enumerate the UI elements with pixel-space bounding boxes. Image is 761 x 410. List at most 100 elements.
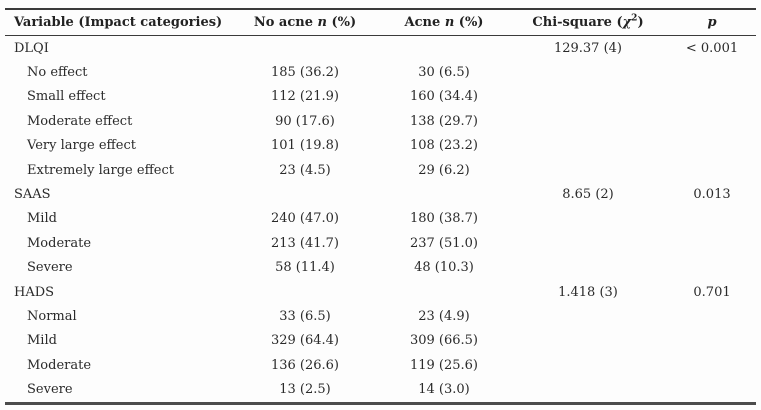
cell-no-acne: 13 (2.5) <box>279 382 331 398</box>
cell-chi-square <box>508 158 668 182</box>
cell-chi-square <box>508 377 668 403</box>
header-variable: Variable (Impact categories) <box>5 9 230 36</box>
cell-acne: 23 (4.9) <box>418 308 470 324</box>
cell-p-value <box>668 329 756 353</box>
chi-superscript: 2 <box>631 13 638 24</box>
header-chi-post: ) <box>637 15 644 30</box>
cell-no-acne: 101 (19.8) <box>270 138 340 154</box>
header-no-acne-post: (%) <box>326 15 357 30</box>
cell-p-value <box>668 109 756 133</box>
cell-p-value: < 0.001 <box>685 40 739 56</box>
cell-chi-square <box>508 207 668 231</box>
cell-chi-square <box>508 109 668 133</box>
cell-no-acne <box>230 36 380 61</box>
cell-no-acne: 185 (36.2) <box>270 65 340 81</box>
header-row: Variable (Impact categories) No acne n (… <box>5 9 756 36</box>
cell-p-value <box>668 60 756 84</box>
header-acne: Acne n (%) <box>380 9 508 36</box>
cell-chi-square <box>508 231 668 255</box>
cell-acne: 48 (10.3) <box>414 260 474 276</box>
cell-p-value <box>668 377 756 403</box>
cell-no-acne: 90 (17.6) <box>275 113 335 129</box>
category-row: Moderate effect 90 (17.6) 138 (29.7) <box>5 109 756 133</box>
group-row: HADS 1.418 (3) 0.701 <box>5 280 756 304</box>
header-acne-pre: Acne <box>404 15 445 30</box>
row-label: Moderate <box>27 235 92 251</box>
cell-acne: 30 (6.5) <box>418 65 470 81</box>
cell-no-acne: 329 (64.4) <box>270 333 340 349</box>
cell-no-acne <box>230 280 380 304</box>
cell-no-acne: 23 (4.5) <box>279 162 331 178</box>
category-row: Normal 33 (6.5) 23 (4.9) <box>5 304 756 328</box>
cell-p-value <box>668 85 756 109</box>
cell-acne: 29 (6.2) <box>418 162 470 178</box>
cell-chi-square <box>508 353 668 377</box>
row-label: Mild <box>27 211 57 227</box>
cell-acne: 160 (34.4) <box>409 89 479 105</box>
cell-chi-square <box>508 134 668 158</box>
header-no-acne: No acne n (%) <box>230 9 380 36</box>
table-body: DLQI 129.37 (4) < 0.001 No effect 185 (36.2)… <box>5 36 756 404</box>
cell-acne <box>380 280 508 304</box>
group-row: SAAS 8.65 (2) 0.013 <box>5 182 756 206</box>
cell-p-value <box>668 207 756 231</box>
row-label: Very large effect <box>27 138 136 154</box>
category-row: Severe 13 (2.5) 14 (3.0) <box>5 377 756 403</box>
header-p-label: p <box>707 15 717 30</box>
cell-acne: 309 (66.5) <box>409 333 479 349</box>
cell-p-value <box>668 134 756 158</box>
row-label: Severe <box>27 382 73 398</box>
cell-p-value: 0.013 <box>693 187 731 203</box>
cell-chi-square <box>508 304 668 328</box>
category-row: Mild 240 (47.0) 180 (38.7) <box>5 207 756 231</box>
header-p-value: p <box>668 9 756 36</box>
cell-acne: 108 (23.2) <box>409 138 479 154</box>
category-row: Very large effect 101 (19.8) 108 (23.2) <box>5 134 756 158</box>
cell-p-value <box>668 231 756 255</box>
category-row: Moderate 136 (26.6) 119 (25.6) <box>5 353 756 377</box>
cell-no-acne: 213 (41.7) <box>270 235 340 251</box>
cell-acne: 14 (3.0) <box>418 382 470 398</box>
category-row: Moderate 213 (41.7) 237 (51.0) <box>5 231 756 255</box>
cell-acne: 237 (51.0) <box>409 235 479 251</box>
cell-acne <box>380 36 508 61</box>
header-chi-pre: Chi-square ( <box>532 15 623 30</box>
cell-p-value: 0.701 <box>693 284 731 300</box>
cell-p-value <box>668 304 756 328</box>
cell-chi-square <box>508 329 668 353</box>
cell-no-acne <box>230 182 380 206</box>
cell-no-acne: 33 (6.5) <box>279 308 331 324</box>
cell-chi-square: 129.37 (4) <box>553 40 623 56</box>
row-label: Moderate effect <box>27 113 133 129</box>
header-chi-square: Chi-square (χ2) <box>508 9 668 36</box>
header-variable-label: Variable (Impact categories) <box>14 15 223 30</box>
cell-chi-square: 1.418 (3) <box>558 284 618 300</box>
row-label: Extremely large effect <box>27 162 175 178</box>
category-row: Small effect 112 (21.9) 160 (34.4) <box>5 85 756 109</box>
row-label: Normal <box>27 308 77 324</box>
header-no-acne-n: n <box>317 15 327 30</box>
category-row: Severe 58 (11.4) 48 (10.3) <box>5 256 756 280</box>
cell-chi-square <box>508 256 668 280</box>
category-row: Extremely large effect 23 (4.5) 29 (6.2) <box>5 158 756 182</box>
row-label: HADS <box>14 284 55 300</box>
cell-chi-square: 8.65 (2) <box>562 187 614 203</box>
row-label: DLQI <box>14 40 49 56</box>
chi-symbol: χ <box>622 15 632 30</box>
row-label: Mild <box>27 333 57 349</box>
cell-acne: 138 (29.7) <box>409 113 479 129</box>
cell-acne: 180 (38.7) <box>409 211 479 227</box>
row-label: Moderate <box>27 357 92 373</box>
category-row: No effect 185 (36.2) 30 (6.5) <box>5 60 756 84</box>
header-acne-n: n <box>444 15 455 30</box>
cell-no-acne: 240 (47.0) <box>270 211 340 227</box>
cell-p-value <box>668 353 756 377</box>
cell-p-value <box>668 158 756 182</box>
header-acne-post: (%) <box>454 15 484 30</box>
group-row: DLQI 129.37 (4) < 0.001 <box>5 36 756 61</box>
row-label: SAAS <box>14 187 51 203</box>
header-no-acne-pre: No acne <box>253 15 318 30</box>
row-label: Small effect <box>27 89 106 105</box>
impact-categories-table: Variable (Impact categories) No acne n (… <box>5 8 756 405</box>
